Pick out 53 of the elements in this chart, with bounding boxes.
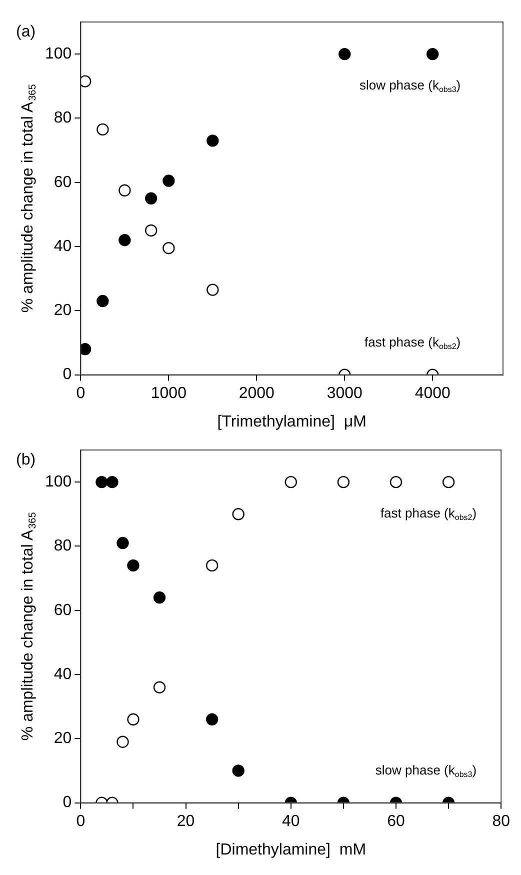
point: [338, 48, 351, 60]
point: [127, 559, 140, 572]
point: [116, 536, 129, 550]
x-axis-title: [Trimethylamine] μM: [217, 413, 366, 430]
point: [96, 476, 108, 488]
y-tick-label: 20: [54, 730, 72, 748]
point: [144, 192, 158, 204]
x-tick-label: 1000: [150, 384, 187, 402]
x-tick-label: 40: [282, 812, 300, 830]
y-axis-title: % amplitude change in total A365: [19, 84, 39, 313]
point: [206, 284, 219, 296]
x-axis-title: [Dimethylamine] mM: [216, 841, 366, 858]
y-tick-label: 100: [44, 473, 72, 490]
point: [337, 476, 350, 488]
point: [153, 591, 166, 604]
point: [390, 476, 402, 488]
y-tick-label: 0: [62, 366, 72, 384]
y-tick-label: 60: [54, 602, 72, 619]
point: [284, 476, 297, 488]
point: [442, 476, 455, 488]
point: [144, 224, 158, 237]
point: [232, 508, 244, 520]
x-tick-label: 80: [492, 812, 510, 830]
y-tick-label: 80: [54, 110, 72, 127]
point: [80, 343, 92, 356]
x-tick-label: 60: [387, 812, 405, 830]
x-tick-label: 0: [76, 384, 86, 402]
y-tick-label: 40: [54, 238, 72, 255]
x-tick-label: 2000: [238, 384, 275, 402]
point: [162, 174, 175, 187]
point: [162, 242, 175, 254]
y-tick-label: 20: [54, 302, 72, 320]
chart-title: (a): [16, 23, 36, 40]
y-tick-label: 0: [62, 794, 72, 812]
y-tick-label: 40: [54, 666, 72, 683]
point: [80, 75, 92, 88]
chart-title: (b): [16, 451, 36, 468]
y-axis-title: % amplitude change in total A365: [19, 512, 39, 741]
point: [96, 294, 109, 308]
point: [206, 134, 219, 147]
y-tick-label: 60: [54, 174, 72, 191]
x-tick-label: 20: [176, 812, 195, 830]
x-tick-label: 4000: [414, 384, 451, 402]
point: [206, 559, 218, 572]
point: [118, 234, 131, 246]
point: [118, 184, 131, 196]
point: [96, 123, 109, 136]
point: [426, 48, 439, 60]
point: [106, 476, 118, 488]
y-tick-label: 80: [54, 538, 72, 555]
x-tick-label: 3000: [326, 384, 363, 402]
y-tick-label: 100: [44, 45, 72, 62]
x-tick-label: 0: [76, 812, 86, 830]
